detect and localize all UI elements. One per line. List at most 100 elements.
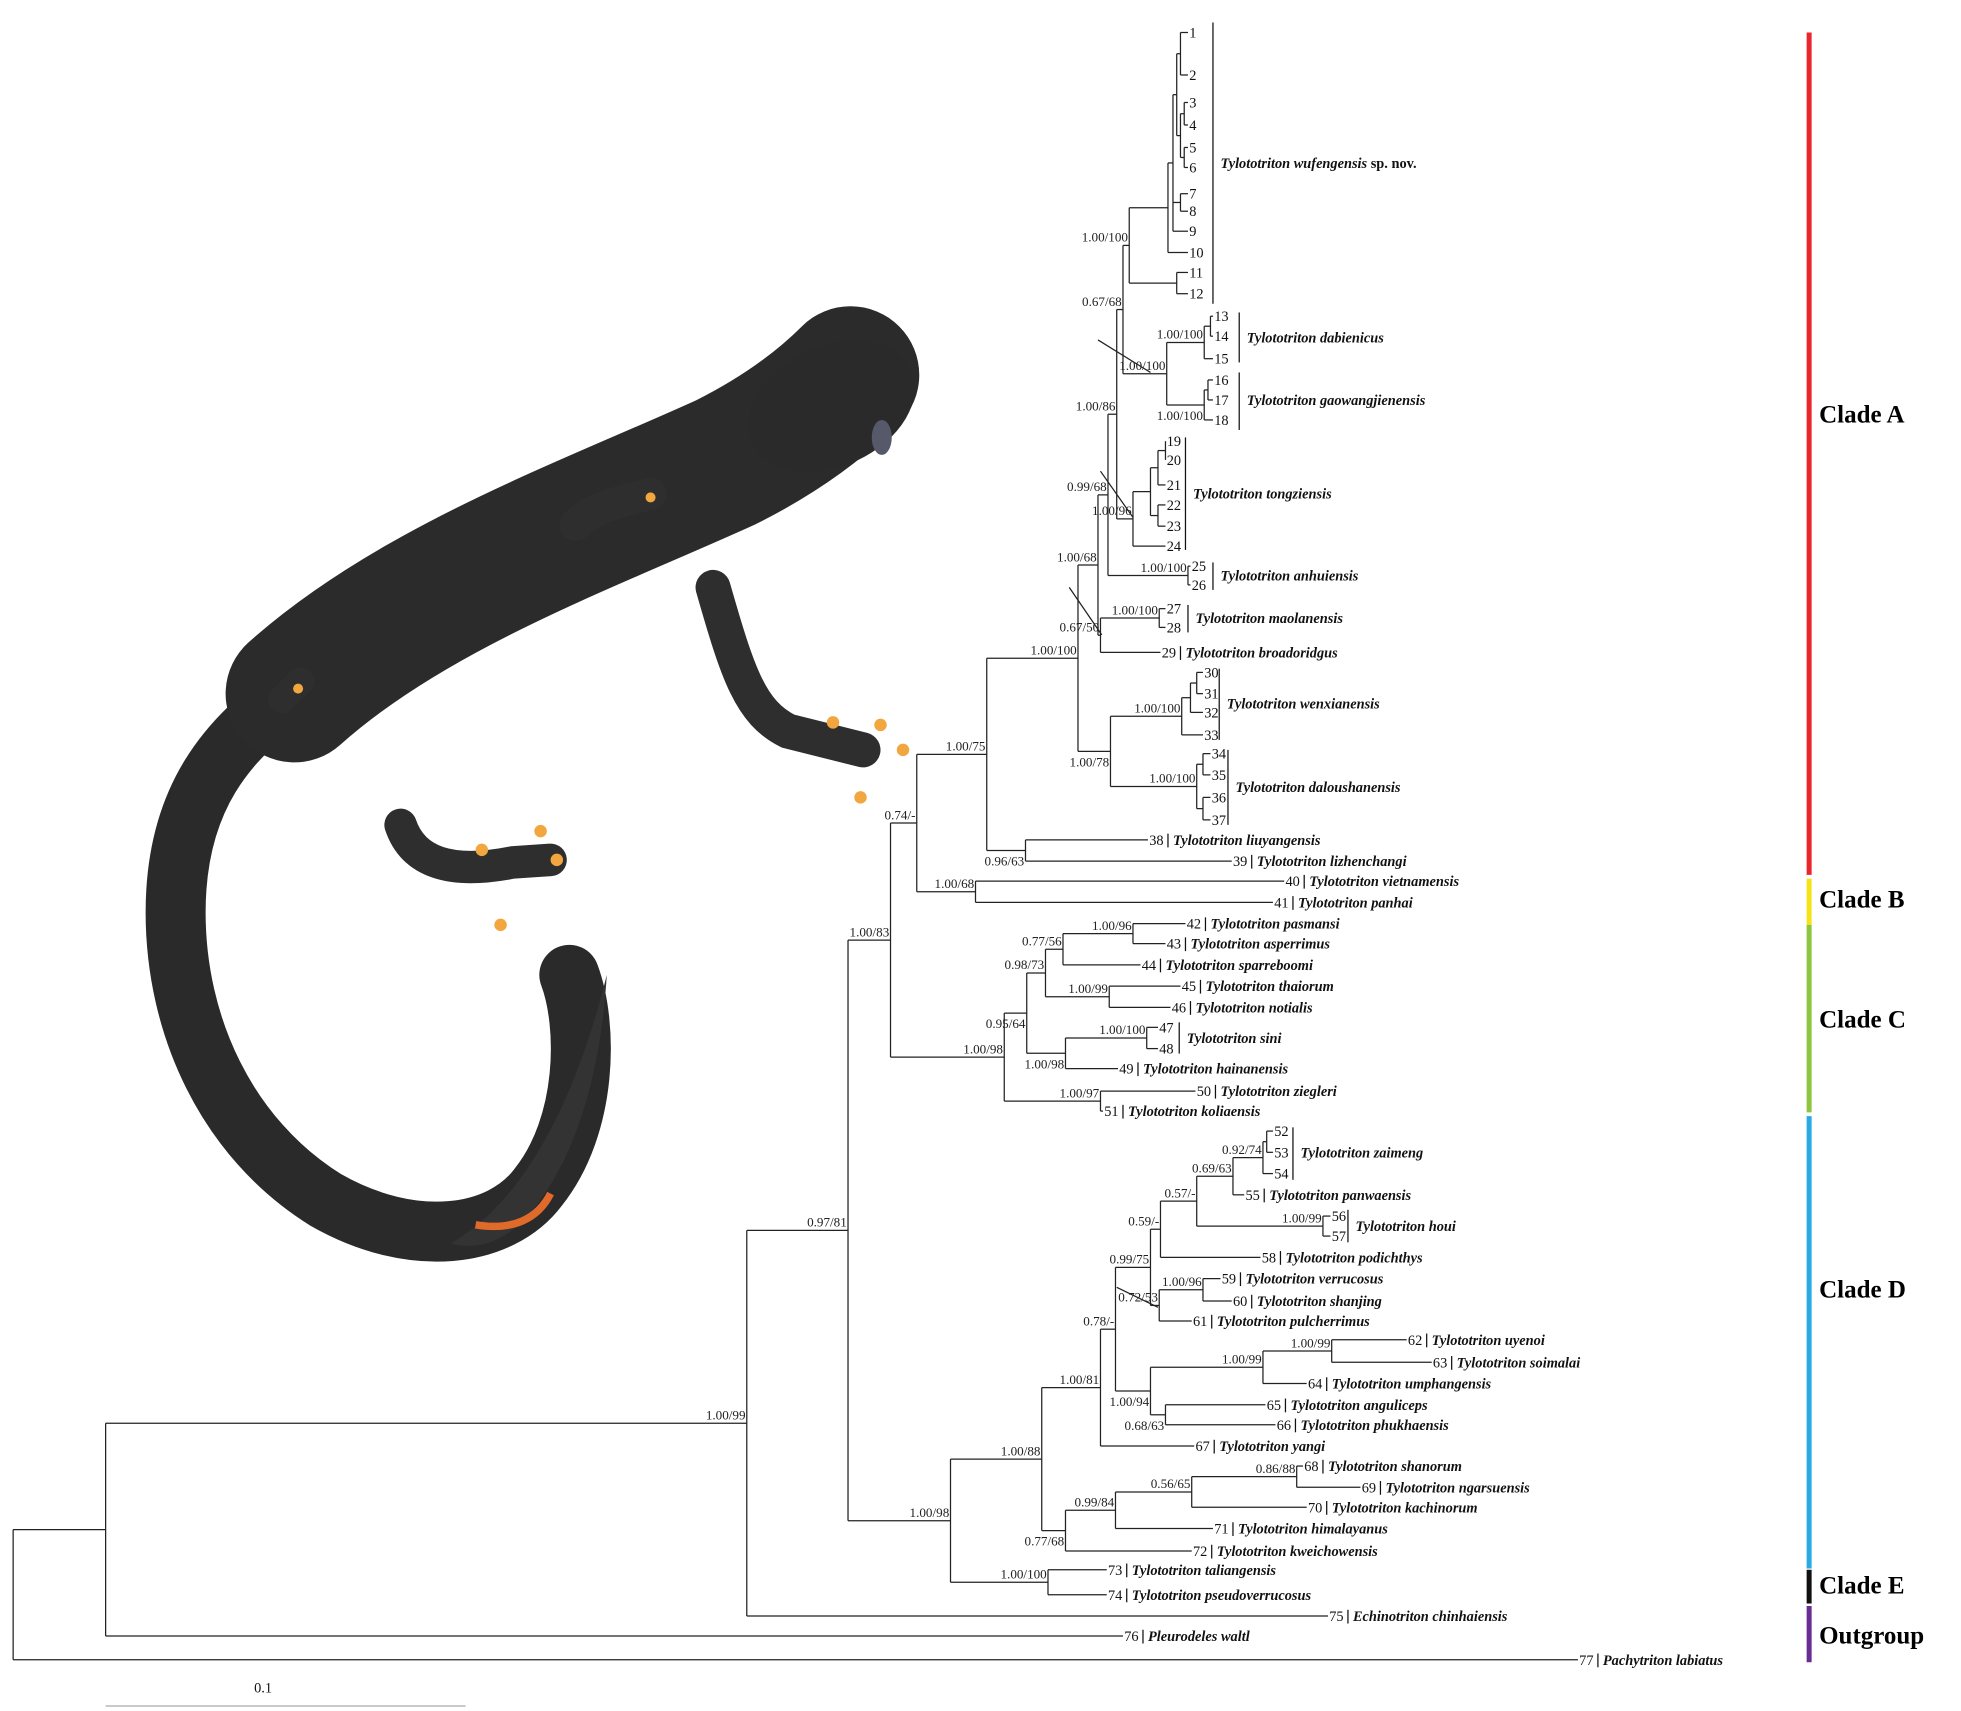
tip-number: 13 <box>1214 309 1228 325</box>
tip-number: 21 <box>1167 478 1181 494</box>
group-species-label: Tylototriton dabienicus <box>1247 330 1384 346</box>
tip-number: 41 <box>1274 895 1288 911</box>
species-label: Tylototriton lizhenchangi <box>1257 854 1407 870</box>
tip-number: 31 <box>1204 687 1218 703</box>
support-arrow <box>1068 587 1103 636</box>
support-value: 0.99/84 <box>1075 1494 1115 1509</box>
support-value: 1.00/83 <box>850 924 890 939</box>
tip-number: 2 <box>1189 68 1196 84</box>
support-value: 1.00/100 <box>1112 602 1159 617</box>
support-value: 0.57/- <box>1165 1185 1196 1200</box>
support-value: 1.00/100 <box>1119 358 1166 373</box>
tip-number: 5 <box>1189 140 1196 156</box>
tip-number: 17 <box>1214 393 1228 409</box>
group-species-name: Tylototriton anhuiensis <box>1220 569 1358 585</box>
clade-label: Clade C <box>1819 1006 1906 1033</box>
support-value: 0.67/68 <box>1082 294 1122 309</box>
tip-number: 54 <box>1274 1167 1288 1183</box>
species-label: Tylototriton himalayanus <box>1238 1522 1388 1538</box>
support-value: 0.77/56 <box>1022 933 1062 948</box>
species-label: Tylototriton panhai <box>1298 895 1413 911</box>
tip-number: 3 <box>1189 95 1196 111</box>
species-label: Tylototriton umphangensis <box>1332 1377 1492 1393</box>
tip-number: 65 <box>1267 1398 1281 1414</box>
species-label: Tylototriton yangi <box>1219 1439 1325 1455</box>
support-value: 0.68/63 <box>1125 1418 1165 1433</box>
tip-number: 4 <box>1189 118 1196 134</box>
support-value: 0.86/88 <box>1256 1461 1296 1476</box>
species-label: Tylototriton broadoridgus <box>1185 645 1338 661</box>
support-value: 1.00/86 <box>1076 398 1116 413</box>
tip-number: 60 <box>1233 1294 1247 1310</box>
group-species-name: Tylototriton gaowangjienensis <box>1247 393 1426 409</box>
support-value: 1.00/96 <box>1162 1274 1202 1289</box>
clade-label: Clade A <box>1819 401 1904 428</box>
tip-number: 10 <box>1189 245 1203 261</box>
species-label: Tylototriton pasmansi <box>1210 917 1339 933</box>
support-value: 1.00/100 <box>1082 230 1129 245</box>
species-label: Tylototriton notialis <box>1195 1000 1313 1016</box>
support-arrow <box>1097 339 1151 373</box>
group-species-suffix: sp. nov. <box>1371 156 1417 172</box>
species-label: Tylototriton sparreboomi <box>1165 958 1312 974</box>
support-value: 0.59/- <box>1128 1213 1159 1228</box>
tip-number: 74 <box>1108 1588 1122 1604</box>
support-value: 1.00/100 <box>1140 560 1187 575</box>
tip-number: 46 <box>1172 1000 1186 1016</box>
tip-number: 32 <box>1204 705 1218 721</box>
tip-number: 64 <box>1308 1377 1322 1393</box>
tip-number: 63 <box>1433 1355 1447 1371</box>
group-species-label: Tylototriton gaowangjienensis <box>1247 393 1426 409</box>
tip-number: 7 <box>1189 187 1196 203</box>
tip-number: 43 <box>1167 937 1181 953</box>
tip-number: 50 <box>1197 1084 1211 1100</box>
group-species-name: Tylototriton houi <box>1355 1219 1455 1235</box>
tip-number: 71 <box>1214 1522 1228 1538</box>
support-value: 0.99/68 <box>1067 479 1107 494</box>
species-label: Tylototriton shanorum <box>1328 1459 1462 1475</box>
species-label: Tylototriton phukhaensis <box>1300 1418 1449 1434</box>
group-species-label: Tylototriton wufengensis sp. nov. <box>1220 156 1416 172</box>
tip-number: 35 <box>1212 768 1226 784</box>
support-value: 0.67/50 <box>1060 619 1100 634</box>
group-species-name: Tylototriton zaimeng <box>1300 1145 1423 1161</box>
support-value: 0.77/68 <box>1025 1534 1065 1549</box>
species-label: Tylototriton verrucosus <box>1245 1272 1383 1288</box>
tip-number: 11 <box>1189 265 1203 281</box>
species-label: Pachytriton labiatus <box>1603 1653 1723 1669</box>
tip-number: 28 <box>1167 620 1181 636</box>
species-label: Tylototriton kachinorum <box>1332 1500 1478 1516</box>
tip-number: 72 <box>1193 1544 1207 1560</box>
tip-number: 52 <box>1274 1124 1288 1140</box>
species-label: Tylototriton soimalai <box>1457 1355 1581 1371</box>
support-value: 1.00/100 <box>1134 701 1181 716</box>
clade-label: Outgroup <box>1819 1623 1924 1650</box>
tip-number: 15 <box>1214 352 1228 368</box>
support-value: 1.00/97 <box>1060 1085 1100 1100</box>
support-value: 0.56/65 <box>1151 1476 1191 1491</box>
group-species-label: Tylototriton maolanensis <box>1195 611 1343 627</box>
support-value: 1.00/99 <box>1068 981 1108 996</box>
tip-number: 37 <box>1212 813 1226 829</box>
species-label: Tylototriton ziegleri <box>1220 1084 1336 1100</box>
support-value: 0.97/81 <box>807 1215 847 1230</box>
support-value: 0.92/74 <box>1222 1142 1262 1157</box>
tip-number: 58 <box>1262 1250 1276 1266</box>
group-species-label: Tylototriton zaimeng <box>1300 1145 1423 1161</box>
support-value: 1.00/100 <box>1157 408 1204 423</box>
tip-number: 33 <box>1204 728 1218 744</box>
support-value: 1.00/99 <box>1291 1335 1331 1350</box>
scale-bar: 0.1 <box>105 1680 466 1707</box>
tip-number: 27 <box>1167 602 1181 618</box>
tip-number: 76 <box>1124 1629 1138 1645</box>
group-species-name: Tylototriton dabienicus <box>1247 330 1384 346</box>
support-value: 1.00/94 <box>1110 1394 1150 1409</box>
support-value: 1.00/98 <box>910 1505 950 1520</box>
support-value: 1.00/100 <box>1030 642 1077 657</box>
tip-number: 39 <box>1233 854 1247 870</box>
tip-number: 69 <box>1362 1480 1376 1496</box>
tip-number: 48 <box>1159 1042 1173 1058</box>
species-label: Tylototriton pseudoverrucosus <box>1132 1588 1312 1604</box>
tip-number: 8 <box>1189 204 1196 220</box>
group-species-label: Tylototriton tongziensis <box>1193 487 1332 503</box>
